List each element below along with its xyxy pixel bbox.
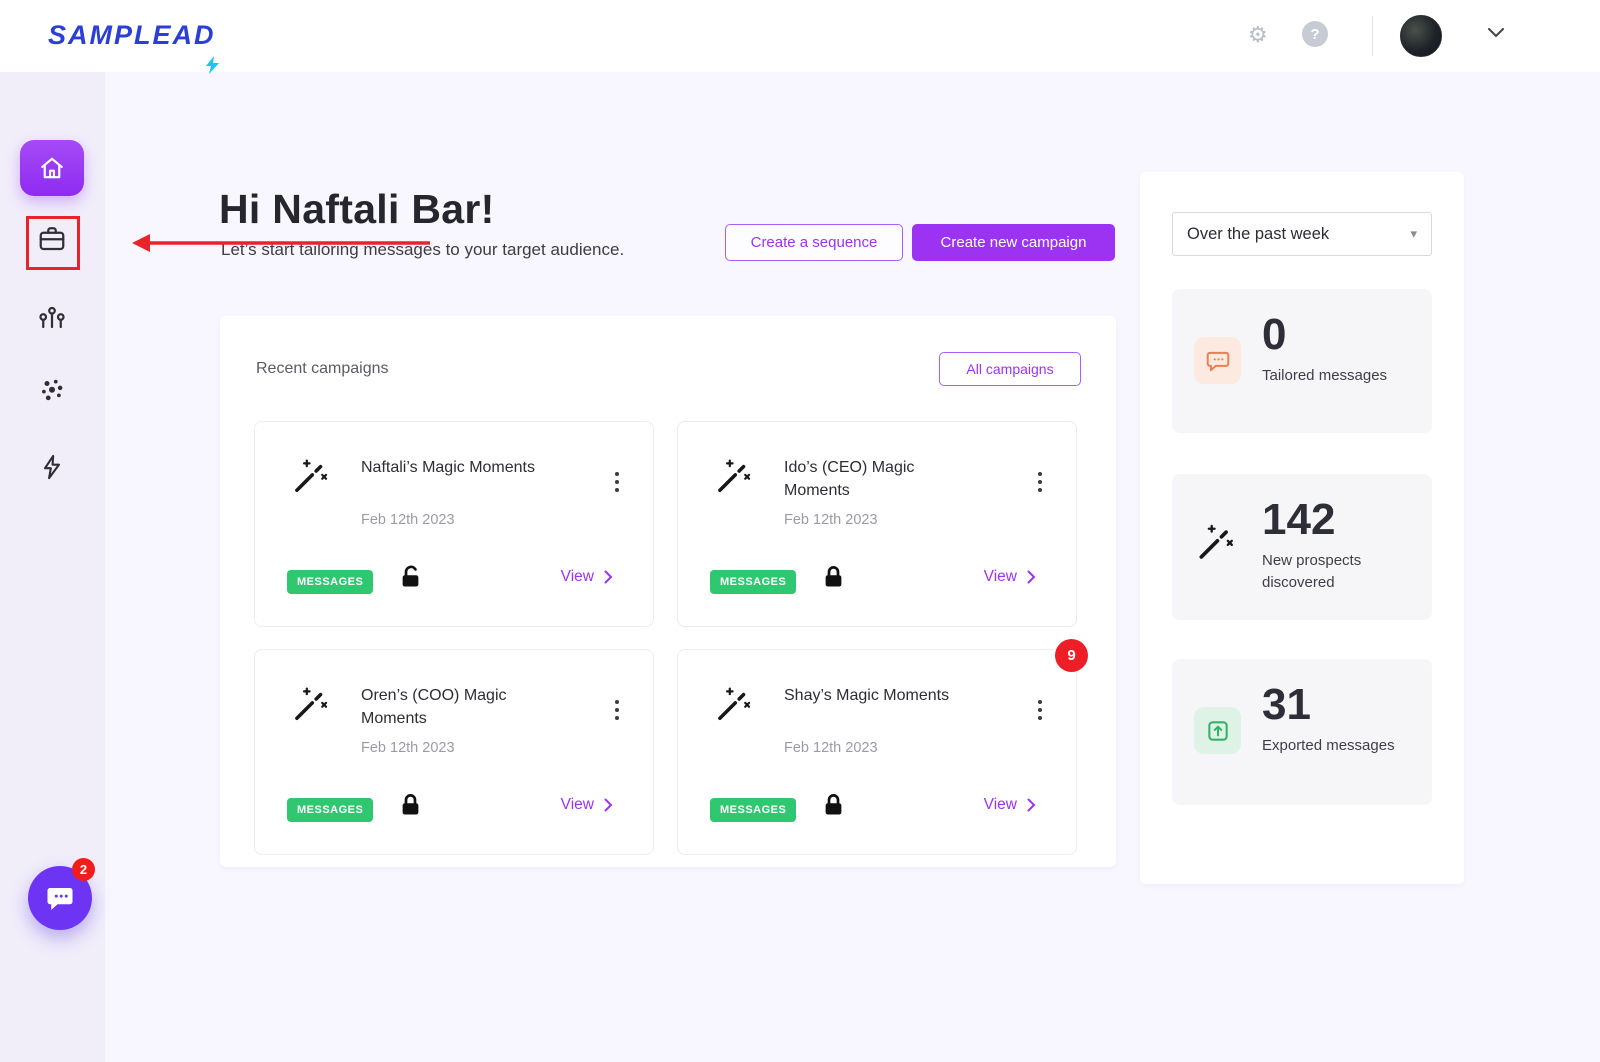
- briefcase-icon: [39, 227, 65, 251]
- avatar[interactable]: [1400, 15, 1442, 57]
- view-campaign-link[interactable]: View: [984, 796, 1036, 814]
- campaign-title: Ido’s (CEO) Magic Moments: [784, 459, 915, 500]
- gear-icon[interactable]: ⚙: [1248, 22, 1268, 47]
- help-icon[interactable]: ?: [1302, 21, 1328, 47]
- lock-icon: [825, 566, 842, 587]
- chat-widget-button[interactable]: [28, 866, 92, 930]
- sidebar-item-campaigns[interactable]: [35, 222, 69, 256]
- brand-logo[interactable]: SAMPLEAD: [48, 20, 219, 74]
- people-dots-icon: [42, 379, 63, 401]
- stat-card-new-prospects: 142 New prospects discovered: [1172, 474, 1432, 620]
- bar-chart-icon: [39, 306, 65, 329]
- prospects-stat-icon-box: [1190, 518, 1237, 565]
- campaign-card[interactable]: Shay’s Magic Moments Feb 12th 2023 MESSA…: [677, 649, 1077, 855]
- view-label: View: [560, 568, 594, 585]
- campaign-title: Oren’s (COO) Magic Moments: [361, 687, 507, 728]
- lock-icon: [402, 794, 419, 815]
- chevron-right-icon: [604, 570, 613, 584]
- time-range-value: Over the past week: [1187, 224, 1330, 243]
- view-label: View: [983, 568, 1017, 585]
- campaign-card[interactable]: Ido’s (CEO) Magic Moments Feb 12th 2023 …: [677, 421, 1077, 627]
- magic-wand-icon: [295, 687, 328, 721]
- campaign-title: Naftali’s Magic Moments: [361, 459, 535, 476]
- export-stat-icon-box: [1194, 707, 1241, 754]
- messages-tag: MESSAGES: [710, 798, 797, 822]
- view-campaign-link[interactable]: View: [561, 796, 613, 814]
- stat-value: 142: [1262, 495, 1336, 544]
- messages-tag: MESSAGES: [287, 570, 374, 594]
- chevron-down-icon[interactable]: [1488, 28, 1504, 38]
- messages-stat-icon-box: [1194, 337, 1241, 384]
- magic-wand-icon: [295, 459, 328, 493]
- card-menu-button[interactable]: [1034, 696, 1046, 724]
- page-title: Hi Naftali Bar!: [219, 186, 495, 232]
- chat-unread-badge: 2: [72, 858, 95, 881]
- campaign-date: Feb 12th 2023: [784, 740, 878, 756]
- campaign-date: Feb 12th 2023: [361, 512, 455, 528]
- stat-label: New prospects discovered: [1262, 552, 1362, 592]
- create-new-campaign-button[interactable]: Create new campaign: [912, 224, 1115, 261]
- notification-count-badge: 9: [1055, 639, 1088, 672]
- card-menu-button[interactable]: [611, 696, 623, 724]
- stat-card-tailored-messages: 0 Tailored messages: [1172, 289, 1432, 433]
- lock-icon: [825, 794, 842, 815]
- chevron-right-icon: [604, 798, 613, 812]
- card-menu-button[interactable]: [611, 468, 623, 496]
- topbar: SAMPLEAD ⚙ ?: [0, 0, 1600, 74]
- chevron-right-icon: [1027, 570, 1036, 584]
- magic-wand-icon: [718, 459, 751, 493]
- chat-bubble-icon: [47, 888, 73, 910]
- messages-tag: MESSAGES: [710, 570, 797, 594]
- chevron-down-icon: ▾: [1410, 226, 1417, 241]
- magic-wand-icon: [718, 687, 751, 721]
- campaign-date: Feb 12th 2023: [784, 512, 878, 528]
- red-annotation-arrow: [132, 234, 430, 252]
- chat-message-icon: [1206, 351, 1229, 371]
- view-campaign-link[interactable]: View: [561, 568, 613, 586]
- home-icon: [41, 157, 63, 179]
- stat-label: Exported messages: [1262, 737, 1395, 755]
- lightning-icon: [43, 454, 61, 480]
- view-label: View: [560, 796, 594, 813]
- stat-label: Tailored messages: [1262, 367, 1388, 385]
- campaign-card[interactable]: Naftali’s Magic Moments Feb 12th 2023 ME…: [254, 421, 654, 627]
- magic-wand-icon: [1199, 524, 1233, 559]
- lock-open-icon: [402, 565, 419, 587]
- red-annotation-rect: [26, 216, 80, 270]
- logo-bolt-icon: [206, 56, 219, 74]
- sidebar-item-automations[interactable]: [35, 450, 69, 484]
- topbar-divider: [1372, 16, 1373, 56]
- all-campaigns-button[interactable]: All campaigns: [939, 352, 1081, 386]
- campaign-date: Feb 12th 2023: [361, 740, 455, 756]
- campaign-card[interactable]: Oren’s (COO) Magic Moments Feb 12th 2023…: [254, 649, 654, 855]
- stat-card-exported-messages: 31 Exported messages: [1172, 659, 1432, 805]
- messages-tag: MESSAGES: [287, 798, 374, 822]
- sidebar-item-analytics[interactable]: [35, 300, 69, 334]
- sidebar-item-home[interactable]: [20, 140, 84, 196]
- view-label: View: [983, 796, 1017, 813]
- time-range-dropdown[interactable]: Over the past week ▾: [1172, 212, 1432, 256]
- stat-value: 0: [1262, 310, 1287, 359]
- create-sequence-button[interactable]: Create a sequence: [725, 224, 903, 261]
- sidebar-item-prospects[interactable]: [35, 374, 69, 408]
- chevron-right-icon: [1027, 798, 1036, 812]
- campaign-title: Shay’s Magic Moments: [784, 687, 950, 704]
- brand-logo-text: SAMPLEAD: [48, 20, 216, 50]
- export-icon: [1207, 720, 1228, 741]
- card-menu-button[interactable]: [1034, 468, 1046, 496]
- view-campaign-link[interactable]: View: [984, 568, 1036, 586]
- recent-campaigns-title: Recent campaigns: [256, 360, 389, 377]
- stat-value: 31: [1262, 680, 1311, 729]
